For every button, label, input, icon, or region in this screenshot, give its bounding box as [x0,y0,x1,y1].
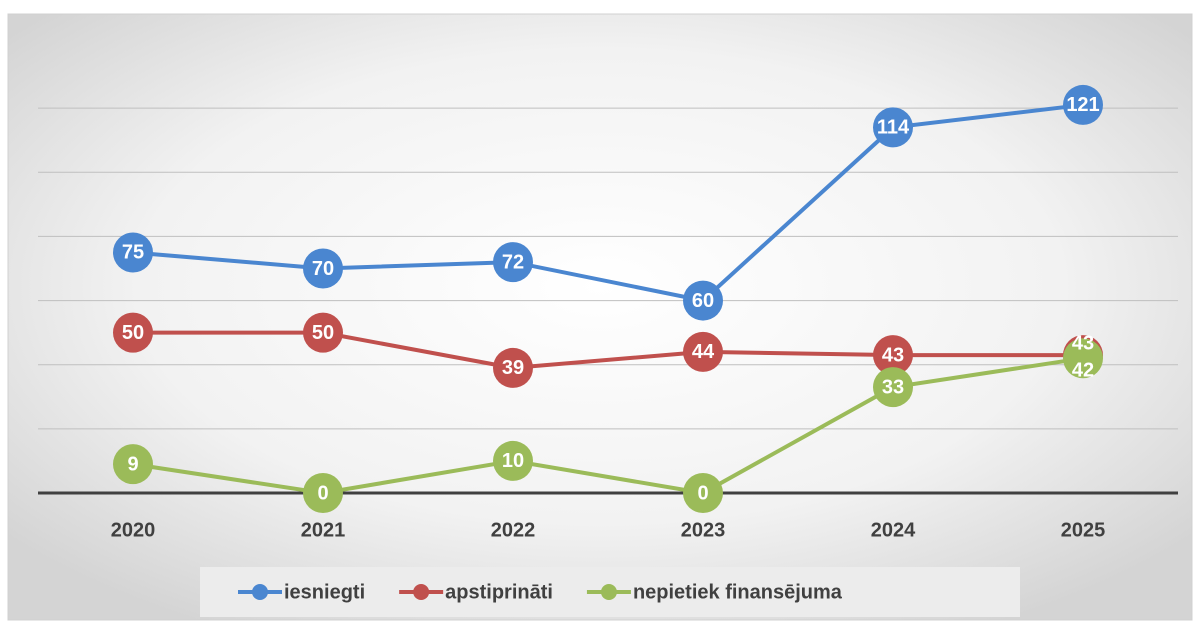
x-tick-label: 2023 [681,519,726,541]
data-label: 42 [1072,360,1094,382]
data-label: 114 [877,117,910,139]
marker [113,232,153,273]
data-label: 43 [882,344,904,366]
marker [873,335,913,376]
legend-marker [600,584,617,600]
chart-area [7,13,1193,621]
data-label: 9 [127,453,138,475]
marker [303,248,343,289]
data-label: 75 [122,242,144,264]
marker [873,107,913,148]
legend-label: nepietiek finansējuma [633,581,843,603]
data-label: 121 [1066,94,1099,116]
data-label: 0 [697,482,708,504]
x-tick-label: 2025 [1061,519,1106,541]
data-label: 50 [312,322,334,344]
x-tick-label: 2024 [871,519,916,541]
data-label: 43 [1072,332,1094,354]
marker [683,473,723,513]
marker [683,280,723,321]
marker [493,440,533,481]
series-line [132,356,1084,496]
marker [113,444,153,485]
series-line [132,102,1084,303]
marker [303,312,343,353]
data-label: 39 [502,357,524,379]
data-label: 33 [882,376,904,398]
legend-marker [252,584,268,600]
data-label: 70 [312,258,334,280]
marker [873,367,913,408]
x-tick-label: 2021 [301,519,346,541]
marker [493,347,533,388]
marker [303,473,343,513]
data-label: 72 [502,251,524,273]
legend-marker [413,584,430,600]
legend-label: apstiprināti [445,581,553,603]
marker [683,331,723,372]
series-line [133,330,1083,370]
data-label: 10 [502,450,524,472]
x-tick-label: 2020 [111,519,156,541]
marker [493,242,533,283]
marker [113,312,153,353]
x-tick-label: 2022 [491,519,536,541]
marker [1063,84,1103,125]
marker [1063,338,1103,379]
data-label: 60 [692,290,714,312]
data-label: 0 [317,482,328,504]
data-label: 44 [692,341,715,363]
data-label: 50 [122,322,144,344]
legend-label: iesniegti [284,581,365,603]
